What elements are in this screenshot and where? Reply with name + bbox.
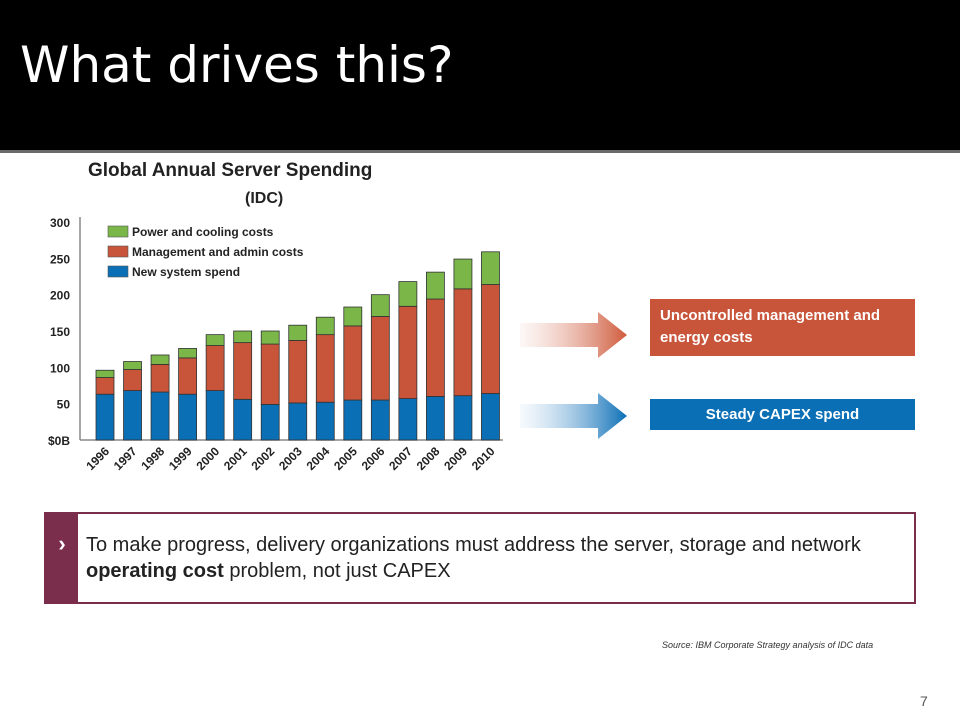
- capex-callout: Steady CAPEX spend: [650, 399, 915, 430]
- y-tick-label: 150: [50, 325, 70, 339]
- y-tick-label: 300: [50, 216, 70, 230]
- bar-segment: [398, 305, 418, 399]
- bar-segment: [288, 340, 308, 404]
- x-tick-label: 2007: [386, 444, 415, 473]
- bar-segment: [260, 330, 280, 345]
- bar-segment: [453, 288, 473, 397]
- arrow-right-blue-icon: [520, 393, 627, 439]
- y-tick-label: 250: [50, 252, 70, 266]
- bar-segment: [150, 364, 170, 393]
- bar-segment: [481, 251, 500, 285]
- x-tick-label: 2008: [414, 444, 443, 473]
- bar-segment: [205, 334, 225, 346]
- chart-subtitle: (IDC): [245, 190, 284, 207]
- bar-segment: [370, 399, 390, 441]
- x-tick-label: 1997: [111, 444, 140, 473]
- x-tick-label: 2010: [469, 444, 498, 473]
- takeaway-text-start: To make progress, delivery organizations…: [86, 534, 861, 556]
- legend-swatch: [107, 225, 129, 238]
- legend-label: Management and admin costs: [132, 245, 304, 259]
- y-tick-label: 100: [50, 361, 70, 375]
- arrow-right-red-icon: [520, 312, 627, 358]
- bar-segment: [260, 403, 280, 441]
- bar-segment: [233, 398, 253, 441]
- slide-title: What drives this?: [20, 36, 454, 94]
- legend-label: Power and cooling costs: [132, 225, 274, 239]
- x-tick-label: 2002: [249, 444, 278, 473]
- bar-segment: [288, 402, 308, 441]
- bar-segment: [481, 284, 500, 394]
- legend-swatch: [107, 245, 129, 258]
- bar-segment: [150, 391, 170, 441]
- x-tick-label: 2006: [359, 444, 388, 473]
- bar-segment: [425, 271, 445, 300]
- takeaway-text: To make progress, delivery organizations…: [86, 532, 896, 584]
- bar-segment: [425, 298, 445, 397]
- legend-label: New system spend: [132, 265, 240, 279]
- bar-segment: [370, 294, 390, 317]
- bar-segment: [370, 316, 390, 401]
- bar-segment: [343, 325, 363, 401]
- y-tick-label: $0B: [48, 434, 70, 448]
- bar-segment: [315, 401, 335, 441]
- bar-segment: [343, 306, 363, 327]
- legend-swatch: [107, 265, 129, 278]
- takeaway-text-end: problem, not just CAPEX: [223, 560, 451, 582]
- source-note: Source: IBM Corporate Strategy analysis …: [662, 640, 874, 650]
- bar-segment: [178, 357, 198, 395]
- bar-segment: [233, 330, 253, 344]
- chevron-right-icon: ›: [46, 514, 78, 602]
- x-tick-label: 1998: [138, 444, 167, 473]
- bar-segment: [453, 258, 473, 290]
- title-divider: [0, 150, 960, 153]
- x-tick-label: 1996: [83, 444, 112, 473]
- x-tick-label: 2001: [221, 444, 250, 473]
- bar-segment: [260, 343, 280, 405]
- bar-segment: [150, 354, 170, 365]
- takeaway-box: › To make progress, delivery organizatio…: [44, 512, 916, 604]
- bar-segment: [343, 399, 363, 441]
- bar-segment: [205, 345, 225, 391]
- bar-segment: [95, 377, 115, 395]
- bar-segment: [95, 393, 115, 441]
- management-costs-callout: Uncontrolled management and energy costs: [650, 299, 915, 356]
- bar-segment: [453, 395, 473, 441]
- bar-segment: [481, 393, 500, 441]
- takeaway-text-bold: operating cost: [86, 560, 224, 582]
- bar-segment: [123, 390, 142, 441]
- bar-segment: [123, 369, 142, 391]
- bar-segment: [205, 390, 225, 441]
- x-tick-label: 2003: [276, 444, 305, 473]
- title-bar: What drives this?: [0, 0, 960, 150]
- y-tick-label: 50: [57, 398, 71, 412]
- bar-segment: [315, 316, 335, 336]
- page-number: 7: [920, 693, 928, 709]
- bar-segment: [398, 281, 418, 307]
- x-tick-label: 2000: [193, 444, 222, 473]
- bar-segment: [398, 398, 418, 441]
- x-tick-label: 2004: [304, 444, 333, 473]
- y-tick-label: 200: [50, 289, 70, 303]
- x-tick-label: 2009: [441, 444, 470, 473]
- bar-segment: [178, 348, 198, 359]
- x-tick-label: 1999: [166, 444, 195, 473]
- bar-segment: [288, 324, 308, 341]
- bar-segment: [425, 395, 445, 441]
- chart-title: Global Annual Server Spending: [88, 160, 373, 181]
- bar-segment: [233, 342, 253, 400]
- bar-segment: [178, 393, 198, 441]
- bar-segment: [95, 369, 115, 378]
- x-tick-label: 2005: [331, 444, 360, 473]
- bar-segment: [123, 361, 142, 370]
- bar-segment: [315, 334, 335, 403]
